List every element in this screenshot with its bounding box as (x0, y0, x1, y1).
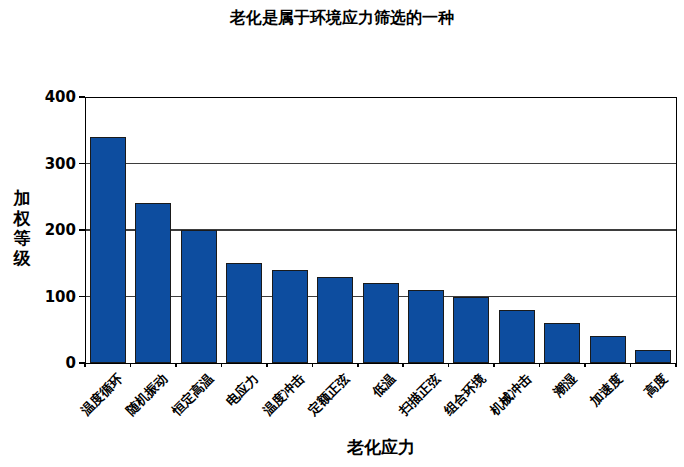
plot-area-border (85, 97, 677, 364)
chart-title: 老化是属于环境应力筛选的一种 (0, 8, 684, 29)
bar-chart: 老化是属于环境应力筛选的一种 加权等级 0100200300400温度循环随机振… (0, 0, 684, 467)
y-axis-tick-label: 300 (28, 155, 76, 173)
y-axis-tick-label: 0 (28, 354, 76, 372)
y-axis-tick-label: 200 (28, 221, 76, 239)
x-axis-title: 老化应力 (85, 436, 677, 459)
y-axis-tick-label: 100 (28, 288, 76, 306)
y-axis-tick-label: 400 (28, 88, 76, 106)
